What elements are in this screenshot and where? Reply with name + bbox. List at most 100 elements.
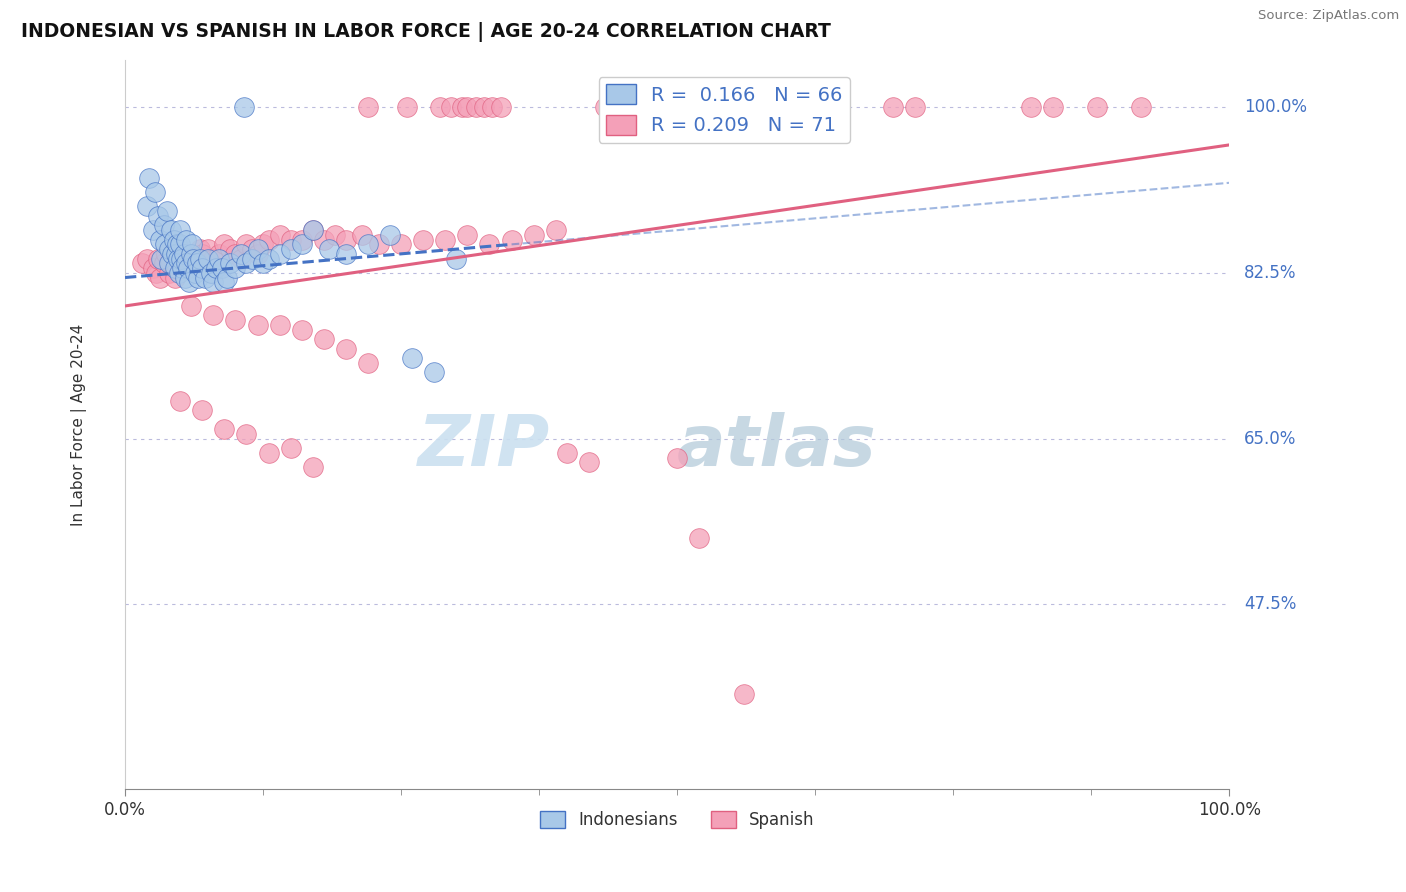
Point (301, 223, 323, 237)
Point (229, 252, 252, 266)
Point (155, 247, 177, 261)
Point (202, 309, 225, 323)
Point (472, 100, 495, 114)
Text: Source: ZipAtlas.com: Source: ZipAtlas.com (1258, 9, 1399, 22)
Point (191, 247, 214, 261)
Point (163, 270, 186, 285)
Point (501, 233, 523, 247)
Point (456, 100, 478, 114)
Point (456, 227, 478, 242)
Text: In Labor Force | Age 20-24: In Labor Force | Age 20-24 (70, 323, 87, 525)
Point (152, 219, 174, 233)
Point (1130, 100, 1153, 114)
Point (204, 261, 226, 276)
Point (169, 237, 191, 252)
Point (429, 100, 451, 114)
Point (136, 199, 159, 213)
Point (188, 242, 211, 256)
Point (465, 100, 488, 114)
Point (301, 460, 323, 475)
Point (481, 100, 503, 114)
Point (450, 100, 472, 114)
Point (186, 256, 208, 270)
Point (401, 351, 423, 365)
Point (291, 237, 314, 252)
Point (555, 446, 578, 460)
Point (246, 318, 269, 332)
Point (219, 242, 242, 256)
Point (174, 252, 197, 266)
Point (142, 223, 165, 237)
Point (301, 223, 323, 237)
Point (143, 186, 166, 200)
Text: ZIP: ZIP (418, 412, 550, 481)
Point (423, 365, 446, 379)
Point (165, 247, 187, 261)
Point (395, 100, 418, 114)
Point (544, 223, 567, 237)
Point (312, 233, 335, 247)
Point (215, 270, 238, 285)
Point (595, 100, 617, 114)
Point (177, 256, 200, 270)
Point (240, 252, 263, 266)
Point (269, 227, 291, 242)
Point (235, 426, 257, 441)
Point (269, 318, 291, 332)
Point (157, 266, 180, 280)
Point (183, 252, 205, 266)
Point (578, 455, 600, 469)
Point (202, 275, 225, 289)
Point (156, 204, 179, 219)
Point (160, 223, 183, 237)
Point (211, 261, 233, 276)
Point (200, 266, 222, 280)
Point (224, 247, 246, 261)
Point (214, 275, 236, 289)
Point (440, 100, 463, 114)
Point (174, 233, 197, 247)
Point (291, 323, 314, 337)
Point (1042, 100, 1064, 114)
Point (318, 242, 340, 256)
Point (167, 266, 190, 280)
Point (174, 256, 197, 270)
Point (180, 299, 202, 313)
Point (335, 247, 357, 261)
Point (389, 237, 412, 252)
Point (131, 256, 153, 270)
Point (246, 247, 269, 261)
Point (224, 313, 246, 327)
Point (523, 227, 546, 242)
Point (177, 275, 200, 289)
Point (183, 266, 205, 280)
Point (269, 247, 291, 261)
Point (478, 237, 501, 252)
Point (412, 233, 434, 247)
Point (166, 237, 188, 252)
Point (173, 270, 195, 285)
Point (446, 252, 468, 266)
Point (167, 252, 190, 266)
Point (489, 100, 512, 114)
Point (229, 247, 252, 261)
Point (208, 247, 231, 261)
Point (291, 233, 314, 247)
Point (157, 256, 180, 270)
Point (434, 233, 457, 247)
Point (191, 403, 214, 417)
Point (214, 422, 236, 436)
Point (235, 237, 257, 252)
Point (169, 252, 191, 266)
Point (183, 252, 205, 266)
Point (280, 242, 302, 256)
Point (214, 237, 236, 252)
Point (357, 100, 380, 114)
Point (172, 261, 194, 276)
Text: 100.0%: 100.0% (1244, 98, 1306, 116)
Point (323, 227, 346, 242)
Point (162, 233, 184, 247)
Point (208, 252, 231, 266)
Text: INDONESIAN VS SPANISH IN LABOR FORCE | AGE 20-24 CORRELATION CHART: INDONESIAN VS SPANISH IN LABOR FORCE | A… (21, 22, 831, 42)
Point (280, 441, 302, 455)
